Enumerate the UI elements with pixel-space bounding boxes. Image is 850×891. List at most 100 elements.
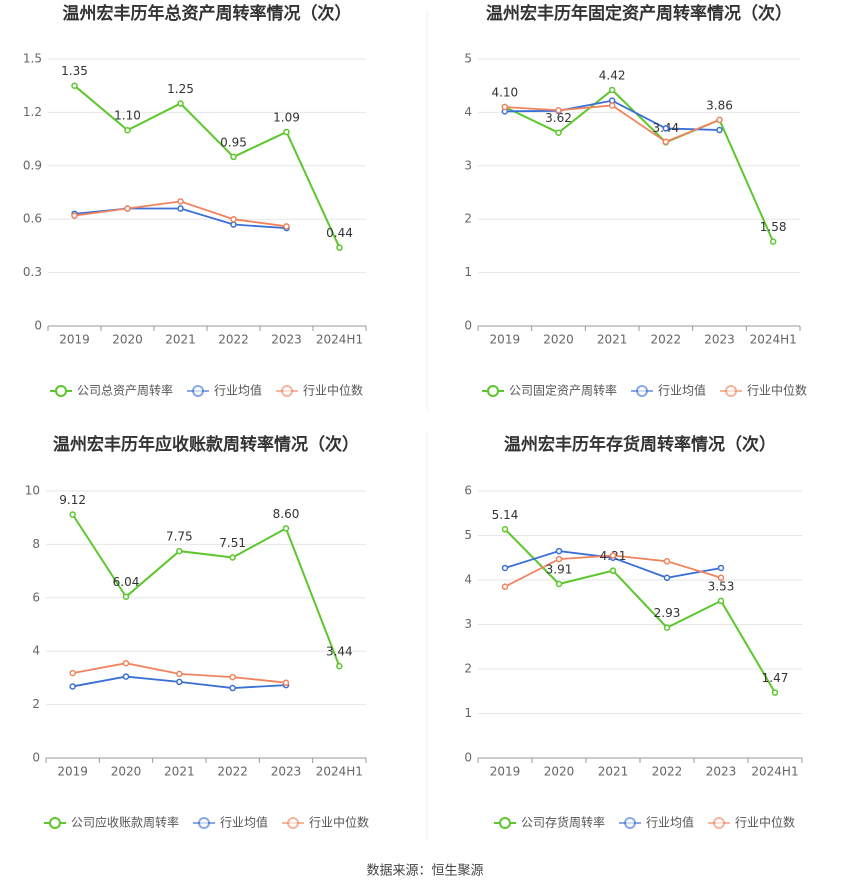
point xyxy=(122,659,130,667)
x-tick-label: 2023 xyxy=(706,765,737,779)
y-tick-label: 2 xyxy=(32,697,40,711)
legend-icon xyxy=(725,385,738,397)
point xyxy=(555,107,562,114)
point xyxy=(122,593,130,600)
legend-icon xyxy=(624,817,637,829)
point xyxy=(230,221,237,228)
point xyxy=(501,103,509,111)
point xyxy=(662,125,670,132)
point xyxy=(177,205,184,212)
data-label: 1.09 xyxy=(273,110,300,124)
legend-label: 公司应收账款周转率 xyxy=(71,815,179,830)
point xyxy=(283,223,290,230)
point xyxy=(555,580,563,588)
legend-label: 行业中位数 xyxy=(747,383,807,398)
chart-panel: 温州宏丰历年总资产周转率情况（次） 0 0.3 0.6 0.9 1.2 1.5 2019 202… xyxy=(23,3,367,398)
y-tick-label: 5 xyxy=(464,52,472,66)
legend-icon xyxy=(713,817,726,829)
x-tick-label: 2021 xyxy=(597,333,628,347)
data-label: 5.14 xyxy=(492,508,519,522)
data-label: 9.12 xyxy=(59,493,86,507)
x-tick-label: 2021 xyxy=(598,765,629,779)
y-tick-label: 6 xyxy=(32,590,40,604)
y-tick-label: 1.5 xyxy=(23,52,42,66)
x-tick-label: 2024H1 xyxy=(751,765,798,779)
legend-icon xyxy=(49,817,61,829)
point xyxy=(717,574,725,582)
y-tick-label: 0 xyxy=(34,319,42,333)
point xyxy=(771,689,779,696)
series-line xyxy=(504,528,776,694)
legend-label: 行业中位数 xyxy=(303,383,363,398)
data-label: 0.44 xyxy=(326,226,353,240)
y-tick-label: 0.6 xyxy=(23,212,42,226)
y-tick-label: 3 xyxy=(464,617,472,631)
legend-icon xyxy=(636,385,649,397)
data-label: 3.53 xyxy=(708,579,735,593)
legend-icon xyxy=(487,385,499,397)
data-label: 3.62 xyxy=(545,111,572,125)
x-tick-label: 2020 xyxy=(111,765,142,779)
point xyxy=(663,558,671,565)
chart-title: 温州宏丰历年应收账款周转率情况（次） xyxy=(53,434,359,455)
data-label: 1.25 xyxy=(167,82,194,96)
point xyxy=(229,684,236,692)
legend-icon xyxy=(55,385,67,397)
chart-title: 温州宏丰历年总资产周转率情况（次） xyxy=(63,3,352,24)
point xyxy=(555,555,563,563)
y-tick-label: 2 xyxy=(464,212,472,226)
point xyxy=(663,574,671,582)
y-tick-label: 0 xyxy=(32,751,40,765)
x-tick-label: 2021 xyxy=(165,333,196,347)
point xyxy=(283,128,290,136)
y-tick-label: 10 xyxy=(25,484,40,498)
point xyxy=(230,215,237,223)
x-tick-label: 2023 xyxy=(271,765,302,779)
x-tick-label: 2019 xyxy=(490,765,521,779)
legend-icon xyxy=(192,385,205,397)
point xyxy=(663,624,671,631)
point xyxy=(176,670,183,678)
legend-label: 行业均值 xyxy=(658,383,706,398)
point xyxy=(501,564,509,572)
data-label: 2.93 xyxy=(654,606,681,620)
data-label: 7.51 xyxy=(219,536,246,550)
y-tick-label: 4 xyxy=(464,573,472,587)
point xyxy=(176,678,183,686)
point xyxy=(124,205,131,212)
point xyxy=(177,198,184,205)
point xyxy=(501,526,509,533)
point xyxy=(717,564,725,572)
y-tick-label: 4 xyxy=(464,105,472,119)
point xyxy=(71,82,78,89)
point xyxy=(336,662,343,670)
data-label: 4.10 xyxy=(491,86,518,100)
data-label: 3.91 xyxy=(546,563,573,577)
legend-label: 公司总资产周转率 xyxy=(77,383,173,398)
series-line xyxy=(73,84,341,249)
data-label: 6.04 xyxy=(113,575,140,589)
legend-label: 行业均值 xyxy=(214,383,262,398)
data-label: 1.10 xyxy=(114,109,141,123)
point xyxy=(282,679,290,686)
data-label: 8.60 xyxy=(273,507,300,521)
point xyxy=(230,153,237,161)
legend-label: 行业中位数 xyxy=(735,815,795,830)
point xyxy=(282,525,290,532)
point xyxy=(769,238,777,245)
point xyxy=(229,554,236,561)
y-tick-label: 6 xyxy=(464,484,472,498)
x-tick-label: 2020 xyxy=(544,765,575,779)
data-label: 1.47 xyxy=(762,671,789,685)
x-tick-label: 2019 xyxy=(59,333,90,347)
series-line xyxy=(71,513,341,667)
legend-label: 公司存货周转率 xyxy=(521,815,605,830)
chart-panel: 温州宏丰历年固定资产周转率情况（次） 0 1 2 3 4 5 2019 2020 2021 2022… xyxy=(464,3,807,398)
point xyxy=(609,552,617,559)
point xyxy=(716,126,723,134)
data-label: 3.44 xyxy=(326,645,353,659)
y-tick-label: 0 xyxy=(464,319,472,333)
point xyxy=(176,547,183,555)
point xyxy=(177,100,184,107)
